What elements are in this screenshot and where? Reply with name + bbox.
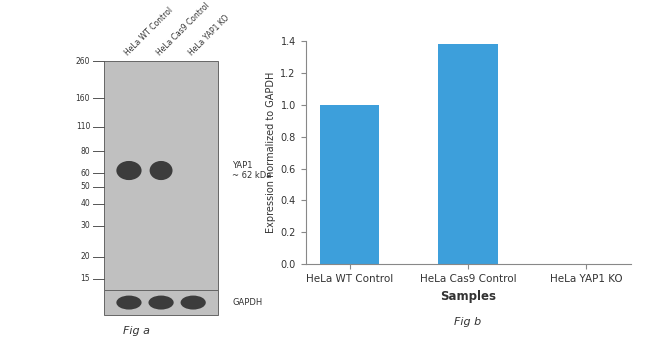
Text: 260: 260 bbox=[75, 57, 90, 65]
Bar bbox=[320, 105, 380, 264]
Text: 110: 110 bbox=[75, 122, 90, 131]
Text: 160: 160 bbox=[75, 94, 90, 103]
Text: 20: 20 bbox=[81, 253, 90, 261]
Text: 30: 30 bbox=[81, 221, 90, 231]
Text: HeLa YAP1 KO: HeLa YAP1 KO bbox=[187, 14, 231, 58]
Ellipse shape bbox=[148, 296, 174, 310]
Text: Fig b: Fig b bbox=[454, 317, 482, 327]
Text: YAP1
~ 62 kDa: YAP1 ~ 62 kDa bbox=[232, 161, 272, 180]
Ellipse shape bbox=[116, 161, 142, 180]
Ellipse shape bbox=[116, 296, 142, 310]
Text: 60: 60 bbox=[81, 168, 90, 178]
Text: HeLa WT Control: HeLa WT Control bbox=[123, 6, 174, 58]
Bar bbox=[439, 44, 497, 264]
Text: 40: 40 bbox=[81, 199, 90, 208]
Text: 50: 50 bbox=[81, 182, 90, 192]
Ellipse shape bbox=[150, 161, 172, 180]
X-axis label: Samples: Samples bbox=[440, 290, 496, 303]
Text: HeLa Cas9 Control: HeLa Cas9 Control bbox=[155, 1, 211, 58]
Bar bbox=[104, 290, 218, 315]
Ellipse shape bbox=[181, 296, 206, 310]
Text: 15: 15 bbox=[81, 274, 90, 283]
Y-axis label: Expression normalized to GAPDH: Expression normalized to GAPDH bbox=[266, 72, 276, 233]
Bar bbox=[104, 61, 218, 290]
Text: GAPDH: GAPDH bbox=[232, 298, 263, 307]
Text: 80: 80 bbox=[81, 146, 90, 156]
Text: Fig a: Fig a bbox=[123, 326, 150, 336]
